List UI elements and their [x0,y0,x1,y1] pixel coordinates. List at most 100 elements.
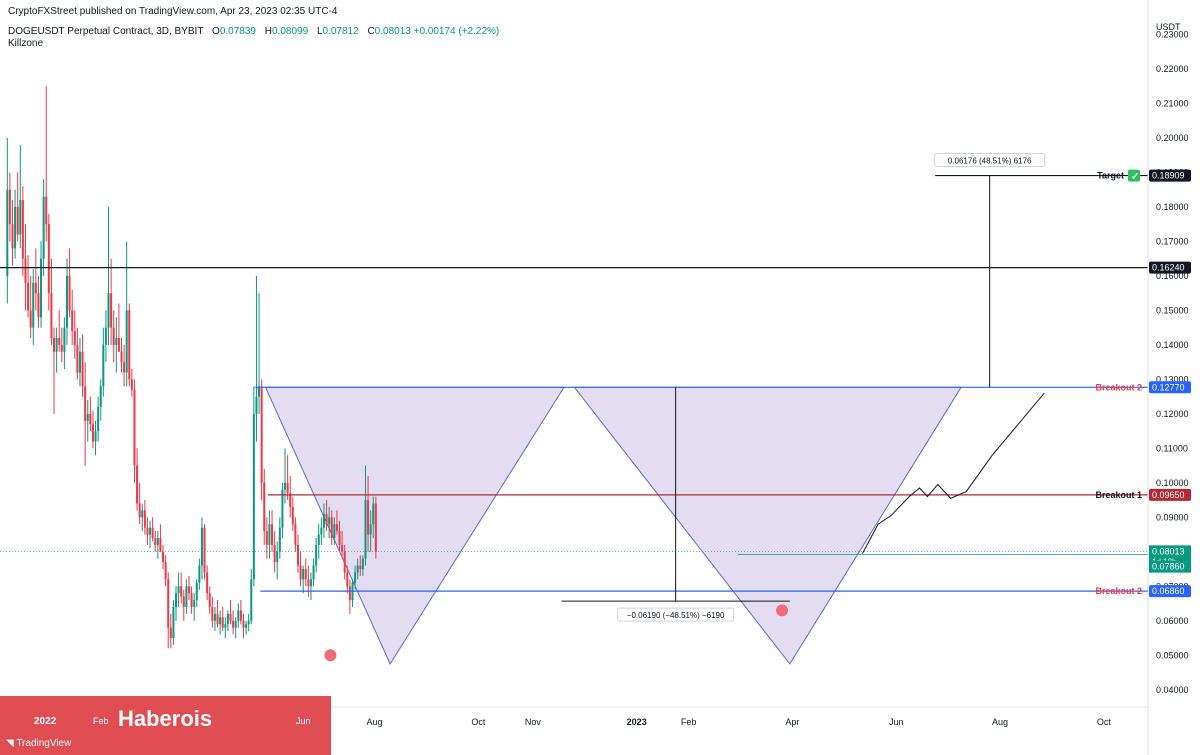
candle-body[interactable] [45,196,48,225]
candle-body[interactable] [42,196,45,259]
candle-body[interactable] [265,531,268,545]
candle-body[interactable] [76,344,79,373]
candle-body[interactable] [60,344,63,352]
candle-body[interactable] [245,624,248,628]
candle-body[interactable] [11,224,14,249]
candle-body[interactable] [97,406,100,432]
candle-body[interactable] [37,293,40,318]
candle-body[interactable] [29,310,32,328]
candle-body[interactable] [239,610,242,621]
candle-body[interactable] [299,565,302,580]
candle-body[interactable] [304,569,307,580]
candle-body[interactable] [58,337,61,345]
candle-body[interactable] [177,586,180,594]
candle-body[interactable] [234,620,237,628]
candle-body[interactable] [374,503,377,552]
candle-body[interactable] [221,617,224,628]
candle-body[interactable] [86,413,89,421]
candle-body[interactable] [175,593,178,607]
candle-body[interactable] [78,351,81,373]
candle-body[interactable] [32,282,35,328]
candle-body[interactable] [187,586,190,594]
candle-body[interactable] [317,534,320,545]
candle-body[interactable] [167,579,170,628]
price-tag-breakout2_high[interactable] [1149,381,1191,394]
candle-body[interactable] [50,293,53,338]
candle-body[interactable] [24,258,27,283]
tradingview-logo[interactable]: ◥ TradingView [6,738,71,749]
candle-body[interactable] [149,527,152,535]
candle-body[interactable] [247,620,250,625]
candle-body[interactable] [120,351,123,363]
candle-body[interactable] [367,500,370,535]
candle-body[interactable] [123,362,126,373]
candle-body[interactable] [356,565,359,573]
candle-body[interactable] [65,275,68,328]
candle-body[interactable] [110,293,113,328]
candle-body[interactable] [343,551,346,573]
candle-body[interactable] [146,527,149,535]
candle-body[interactable] [94,431,97,442]
candle-body[interactable] [255,396,258,414]
candle-body[interactable] [333,524,336,539]
candle-body[interactable] [278,527,281,552]
candle-body[interactable] [143,510,146,528]
candle-body[interactable] [354,572,357,583]
candle-body[interactable] [117,337,120,352]
candle-body[interactable] [53,337,56,352]
candle-body[interactable] [27,282,30,311]
candle-body[interactable] [341,544,344,552]
candle-body[interactable] [8,189,11,225]
candle-body[interactable] [213,613,216,621]
candle-body[interactable] [361,558,364,570]
candle-body[interactable] [203,527,206,573]
candle-body[interactable] [369,524,372,535]
candle-body[interactable] [190,593,193,607]
candle-body[interactable] [55,337,58,352]
candle-body[interactable] [81,351,84,387]
candle-body[interactable] [180,586,183,597]
candle-body[interactable] [154,538,157,545]
candle-body[interactable] [286,482,289,494]
candle-body[interactable] [229,613,232,621]
candle-body[interactable] [73,331,76,345]
candle-body[interactable] [348,586,351,601]
candle-body[interactable] [99,386,102,407]
candle-body[interactable] [91,424,94,442]
candle-body[interactable] [84,386,87,421]
candle-body[interactable] [328,517,331,525]
candle-body[interactable] [112,327,115,345]
candle-body[interactable] [125,310,128,373]
symbol-legend[interactable]: DOGEUSDT Perpetual Contract, 3D, BYBIT O… [8,26,499,37]
candle-body[interactable] [237,610,240,621]
candle-body[interactable] [162,551,165,563]
candle-body[interactable] [172,606,175,639]
price-tag-resistance[interactable] [1149,261,1191,274]
indicator-legend[interactable]: Killzone [8,38,44,49]
candle-body[interactable] [6,189,9,276]
candle-body[interactable] [232,620,235,628]
candle-body[interactable] [224,624,227,628]
candle-body[interactable] [159,538,162,552]
candle-body[interactable] [128,310,131,380]
candle-body[interactable] [185,586,188,607]
candle-body[interactable] [34,282,37,294]
candle-body[interactable] [19,200,22,235]
candle-body[interactable] [250,579,253,621]
candle-body[interactable] [193,600,196,607]
candle-body[interactable] [330,517,333,539]
box-top-tag[interactable] [1149,560,1191,573]
candle-body[interactable] [320,527,323,535]
candle-body[interactable] [21,200,24,259]
candle-body[interactable] [138,503,141,518]
candle-body[interactable] [164,562,167,580]
price-tag-breakout2_low[interactable] [1149,585,1191,598]
candle-body[interactable] [133,389,136,466]
candle-body[interactable] [151,527,154,539]
candle-body[interactable] [169,627,172,639]
candle-body[interactable] [226,613,229,625]
candle-body[interactable] [315,544,318,566]
candle-body[interactable] [208,593,211,607]
candle-body[interactable] [252,413,255,580]
candle-body[interactable] [156,538,159,545]
